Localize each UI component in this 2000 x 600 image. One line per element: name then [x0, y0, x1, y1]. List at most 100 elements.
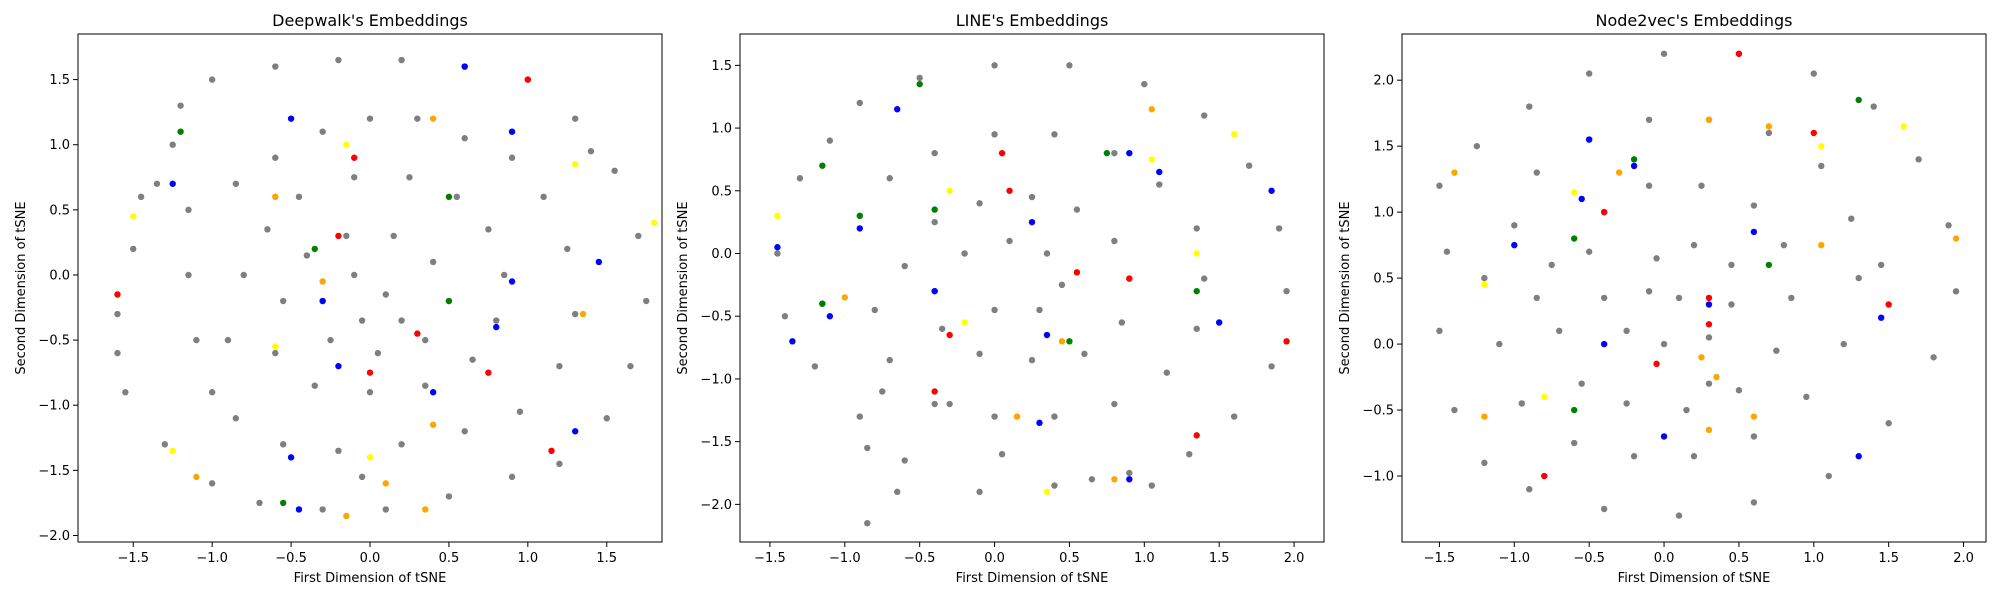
scatter-point — [398, 317, 405, 324]
x-tick-label: 1.5 — [1878, 551, 1899, 566]
scatter-point — [1765, 261, 1773, 269]
points-layer — [1436, 50, 1960, 519]
scatter-point — [516, 408, 524, 415]
scatter-point — [1585, 248, 1593, 255]
scatter-point — [1750, 228, 1758, 236]
scatter-point — [1043, 488, 1051, 496]
scatter-point — [1511, 241, 1518, 249]
scatter-point — [931, 149, 938, 157]
scatter-point — [445, 297, 453, 305]
axes-frame — [77, 33, 663, 543]
y-tick-label: 2.0 — [1373, 74, 1394, 89]
scatter-point — [540, 193, 547, 201]
scatter-point — [931, 287, 938, 295]
scatter-point — [272, 343, 279, 350]
scatter-point — [774, 244, 781, 251]
scatter-point — [287, 115, 295, 122]
scatter-point — [422, 506, 429, 513]
scatter-point — [1690, 453, 1698, 460]
scatter-point — [351, 154, 358, 161]
scatter-point — [1600, 340, 1608, 348]
x-tick-label: −0.5 — [904, 551, 936, 566]
scatter-point — [1578, 380, 1585, 387]
scatter-point — [603, 415, 610, 422]
scatter-point — [1630, 453, 1638, 460]
scatter-point — [272, 193, 279, 201]
x-tick-label: −1.5 — [754, 551, 786, 566]
y-tick-label: −1.0 — [1362, 470, 1394, 485]
scatter-point — [789, 338, 796, 345]
y-tick-label: 1.5 — [1373, 140, 1394, 155]
scatter-point — [1126, 476, 1133, 483]
scatter-point — [1803, 393, 1810, 401]
scatter-point — [1600, 208, 1608, 216]
subplot-3: −1.5 −1.0 −0.5 0.0 0.5 1.0 1.5 2.0 −1.0 −0.5 0.0 0.… — [1338, 11, 1987, 586]
scatter-point — [1103, 149, 1111, 157]
y-tick-label: −1.5 — [700, 435, 732, 450]
scatter-point — [1496, 340, 1503, 348]
scatter-point — [1615, 169, 1623, 176]
scatter-point — [1653, 360, 1660, 368]
scatter-point — [1215, 319, 1223, 326]
scatter-point — [1268, 187, 1275, 194]
scatter-point — [1193, 432, 1200, 439]
scatter-point — [879, 388, 886, 395]
scatter-point — [1848, 215, 1855, 222]
scatter-point — [358, 317, 366, 324]
scatter-point — [1690, 241, 1698, 249]
x-tick-label: −1.5 — [1424, 551, 1456, 566]
scatter-point — [1118, 319, 1126, 326]
scatter-point — [1036, 306, 1043, 314]
scatter-point — [1111, 237, 1118, 245]
scatter-point — [414, 330, 421, 337]
scatter-point — [946, 331, 953, 339]
scatter-point — [398, 56, 405, 64]
scatter-point — [938, 325, 946, 332]
scatter-point — [390, 232, 397, 240]
scatter-point — [556, 460, 563, 468]
scatter-point — [961, 319, 968, 326]
x-tick-label: 2.0 — [1284, 551, 1305, 566]
scatter-point — [781, 313, 789, 320]
scatter-point — [1473, 142, 1481, 150]
scatter-point — [382, 480, 389, 487]
scatter-point — [114, 291, 121, 298]
scatter-point — [1585, 136, 1593, 143]
y-tick-label: −0.5 — [700, 310, 732, 325]
scatter-point — [351, 174, 358, 181]
scatter-point — [946, 400, 953, 408]
scatter-point — [366, 115, 374, 122]
scatter-point — [1571, 406, 1578, 414]
scatter-point — [1148, 156, 1155, 163]
scatter-point — [1111, 400, 1118, 408]
scatter-point — [311, 245, 318, 253]
scatter-point — [429, 389, 437, 396]
scatter-point — [564, 245, 571, 253]
chart-title: Node2vec's Embeddings — [1596, 11, 1793, 30]
scatter-point — [991, 306, 998, 314]
scatter-point — [1548, 261, 1555, 269]
scatter-point — [1111, 149, 1118, 157]
scatter-point — [998, 451, 1006, 458]
scatter-point — [1193, 250, 1200, 257]
scatter-point — [1855, 274, 1862, 282]
scatter-point — [287, 454, 295, 461]
scatter-point — [1451, 169, 1458, 176]
y-tick-label: 1.0 — [49, 138, 70, 153]
scatter-point — [461, 428, 468, 435]
scatter-point — [1073, 269, 1081, 276]
scatter-point — [137, 193, 145, 201]
scatter-point — [1111, 476, 1118, 483]
scatter-point — [445, 193, 453, 201]
scatter-point — [886, 175, 893, 182]
scatter-point — [508, 154, 516, 161]
scatter-point — [1818, 142, 1825, 150]
y-tick-label: 1.0 — [711, 122, 732, 137]
scatter-point — [1705, 334, 1713, 341]
scatter-point — [1818, 241, 1825, 249]
scatter-point — [1735, 387, 1743, 394]
scatter-point — [429, 115, 437, 122]
scatter-point — [429, 258, 437, 266]
scatter-point — [240, 271, 247, 279]
